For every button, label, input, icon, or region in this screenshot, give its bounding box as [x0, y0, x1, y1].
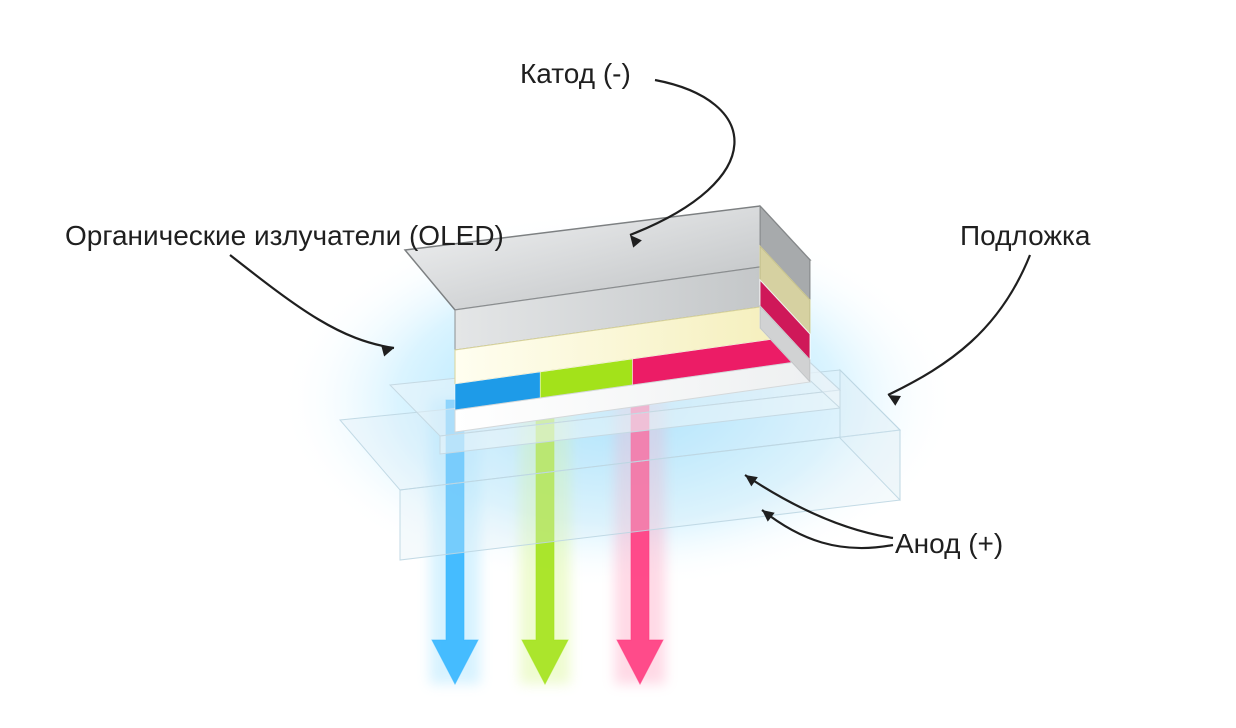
label-cathode: Катод (-) — [520, 58, 631, 90]
label-anode: Анод (+) — [895, 528, 1003, 560]
diagram-svg — [0, 0, 1236, 728]
label-substrate: Подложка — [960, 220, 1091, 252]
diagram-stage: Катод (-) Органические излучатели (OLED)… — [0, 0, 1236, 728]
label-oled: Органические излучатели (OLED) — [65, 220, 504, 252]
